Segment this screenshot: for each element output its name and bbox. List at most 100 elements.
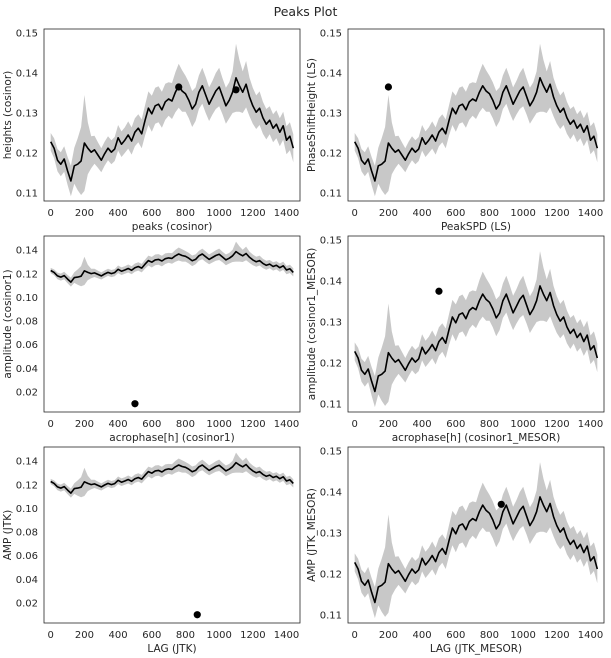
y-tick-label: 0.14 (320, 69, 342, 80)
x-tick-label: 200 (379, 419, 398, 430)
x-tick-label: 1400 (274, 208, 299, 219)
x-tick-label: 400 (413, 208, 432, 219)
y-tick-label: 0.10 (16, 293, 38, 304)
x-tick-label: 1000 (510, 208, 535, 219)
y-axis-label: PhaseShiftHeight (LS) (306, 58, 318, 172)
y-tick-label: 0.14 (16, 69, 38, 80)
y-axis-label: heights (cosinor) (2, 71, 14, 159)
x-tick-label: 1200 (240, 419, 265, 430)
x-tick-label: 600 (446, 630, 465, 641)
confidence-band (354, 251, 598, 408)
x-tick-label: 1200 (240, 208, 265, 219)
subplot-4: 0 200 400 600 800 1000 1200 1400 0.11 0.12 0.13 0.1… (306, 235, 605, 444)
x-tick-label: 200 (379, 208, 398, 219)
x-tick-label: 0 (352, 630, 358, 641)
x-tick-label: 1000 (206, 208, 231, 219)
x-tick-label: 0 (352, 419, 358, 430)
y-axis-label: amplitude (cosinor1) (2, 269, 14, 378)
y-tick-label: 0.02 (16, 598, 38, 609)
x-axis-label: LAG (JTK) (147, 643, 196, 655)
x-axis-label: LAG (JTK_MESOR) (430, 643, 522, 655)
y-tick-label: 0.15 (320, 29, 342, 40)
y-tick-label: 0.08 (16, 317, 38, 328)
x-tick-label: 1000 (510, 630, 535, 641)
peak-point-1 (175, 83, 183, 91)
y-tick-label: 0.12 (320, 358, 342, 369)
y-tick-label: 0.12 (320, 569, 342, 580)
confidence-band (354, 462, 598, 619)
x-tick-label: 0 (352, 208, 358, 219)
x-tick-label: 800 (480, 208, 499, 219)
x-tick-label: 400 (109, 208, 128, 219)
x-tick-label: 400 (413, 419, 432, 430)
x-tick-label: 1400 (274, 630, 299, 641)
subplot-5: 0 200 400 600 800 1000 1200 1400 0.02 0.04 0.06 0.0… (2, 446, 301, 655)
x-tick-label: 0 (48, 419, 54, 430)
x-tick-label: 1000 (206, 630, 231, 641)
mean-line (49, 77, 295, 182)
confidence-band (50, 452, 294, 498)
peak-point-1 (193, 611, 201, 619)
axes-frame (43, 235, 301, 413)
x-tick-label: 1200 (544, 630, 569, 641)
mean-line (50, 461, 294, 494)
mean-line (50, 250, 294, 283)
y-tick-label: 0.10 (16, 504, 38, 515)
subplot-1: 0 200 400 600 800 1000 1200 1400 0.11 0.12 0.13 0.1… (2, 28, 301, 233)
y-tick-label: 0.12 (16, 480, 38, 491)
x-axis-label: acrophase[h] (cosinor1_MESOR) (392, 432, 561, 444)
subplot-6: 0 200 400 600 800 1000 1200 1400 0.11 0.12 0.13 0.1… (306, 446, 605, 655)
mean-line (353, 77, 599, 182)
mean-line (353, 496, 599, 604)
y-tick-label: 0.13 (320, 317, 342, 328)
x-tick-label: 800 (480, 630, 499, 641)
axes-frame (347, 28, 605, 202)
x-tick-label: 600 (446, 419, 465, 430)
y-tick-label: 0.06 (16, 340, 38, 351)
x-axis-label: acrophase[h] (cosinor1) (109, 432, 234, 444)
peak-point-1 (435, 287, 443, 295)
y-axis-label: amplitude (cosinor1_MESOR) (306, 248, 318, 400)
confidence-band (354, 43, 598, 197)
confidence-band (50, 241, 294, 287)
x-tick-label: 600 (142, 630, 161, 641)
y-tick-label: 0.12 (320, 149, 342, 160)
x-tick-label: 600 (142, 208, 161, 219)
x-tick-label: 800 (176, 208, 195, 219)
y-tick-label: 0.14 (16, 246, 38, 257)
x-tick-label: 1200 (544, 419, 569, 430)
y-tick-label: 0.14 (320, 277, 342, 288)
y-tick-label: 0.11 (320, 189, 342, 200)
y-tick-label: 0.13 (16, 109, 38, 120)
y-tick-label: 0.02 (16, 387, 38, 398)
y-tick-label: 0.04 (16, 364, 38, 375)
x-tick-label: 400 (109, 630, 128, 641)
x-axis-label: PeakSPD (LS) (441, 221, 511, 233)
y-tick-label: 0.15 (16, 29, 38, 40)
axes-frame (43, 28, 301, 202)
x-tick-label: 1000 (206, 419, 231, 430)
axes-frame (43, 446, 301, 624)
x-tick-label: 200 (75, 630, 94, 641)
x-tick-label: 1400 (274, 419, 299, 430)
y-tick-label: 0.11 (320, 610, 342, 621)
subplot-3: 0 200 400 600 800 1000 1200 1400 0.02 0.04 0.06 0.0… (2, 235, 301, 444)
x-tick-label: 800 (176, 630, 195, 641)
x-tick-label: 200 (379, 630, 398, 641)
y-axis-label: AMP (JTK_MESOR) (306, 488, 318, 582)
axes-frame (347, 446, 605, 624)
x-tick-label: 800 (176, 419, 195, 430)
axes-frame (347, 235, 605, 413)
x-tick-label: 0 (48, 630, 54, 641)
y-tick-label: 0.11 (16, 189, 38, 200)
y-tick-label: 0.08 (16, 528, 38, 539)
x-tick-label: 400 (109, 419, 128, 430)
peak-point-1 (131, 400, 139, 408)
x-tick-label: 0 (48, 208, 54, 219)
y-tick-label: 0.15 (320, 236, 342, 247)
y-axis-label: AMP (JTK) (2, 510, 14, 561)
mean-line (353, 285, 599, 393)
x-tick-label: 400 (413, 630, 432, 641)
x-axis-label: peaks (cosinor) (132, 221, 213, 233)
